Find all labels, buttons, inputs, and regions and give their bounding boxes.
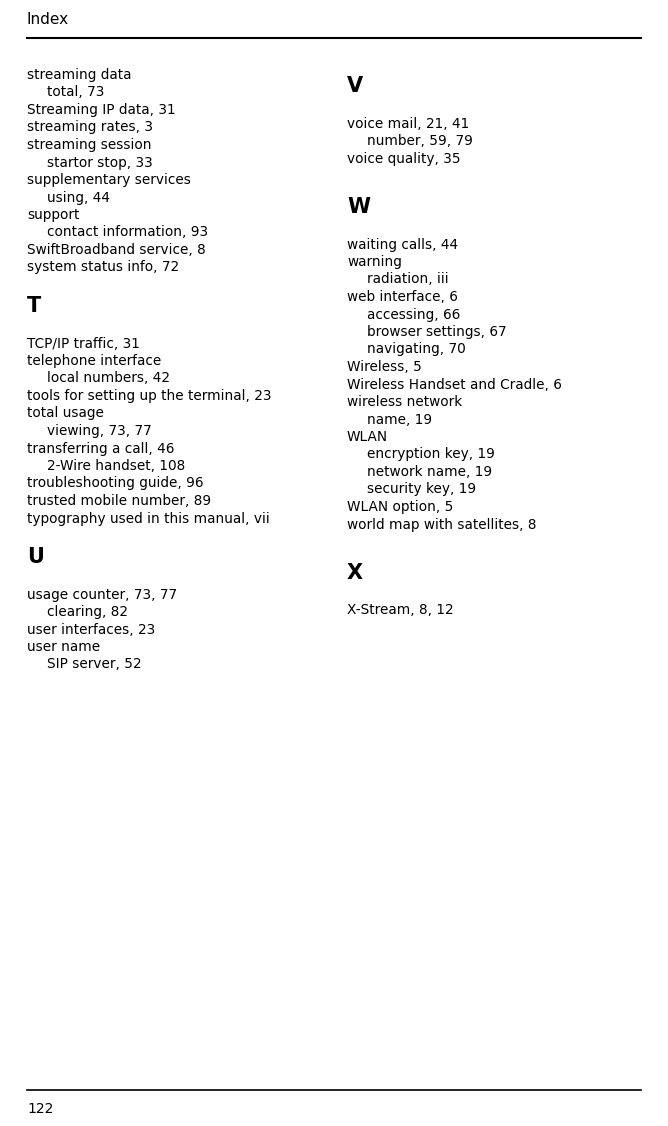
Text: WLAN: WLAN — [347, 430, 388, 444]
Text: streaming rates, 3: streaming rates, 3 — [27, 120, 153, 134]
Text: usage counter, 73, 77: usage counter, 73, 77 — [27, 588, 177, 601]
Text: streaming data: streaming data — [27, 68, 132, 82]
Text: radiation, iii: radiation, iii — [367, 272, 449, 286]
Text: tools for setting up the terminal, 23: tools for setting up the terminal, 23 — [27, 388, 271, 403]
Text: encryption key, 19: encryption key, 19 — [367, 447, 495, 462]
Text: clearing, 82: clearing, 82 — [47, 605, 128, 619]
Text: SwiftBroadband service, 8: SwiftBroadband service, 8 — [27, 243, 206, 257]
Text: TCP/IP traffic, 31: TCP/IP traffic, 31 — [27, 337, 140, 350]
Text: local numbers, 42: local numbers, 42 — [47, 372, 170, 385]
Text: system status info, 72: system status info, 72 — [27, 260, 179, 275]
Text: 122: 122 — [27, 1102, 53, 1116]
Text: web interface, 6: web interface, 6 — [347, 291, 458, 304]
Text: name, 19: name, 19 — [367, 412, 432, 427]
Text: total usage: total usage — [27, 406, 104, 420]
Text: voice mail, 21, 41: voice mail, 21, 41 — [347, 116, 469, 131]
Text: supplementary services: supplementary services — [27, 173, 191, 187]
Text: total, 73: total, 73 — [47, 86, 104, 99]
Text: viewing, 73, 77: viewing, 73, 77 — [47, 425, 152, 438]
Text: Index: Index — [27, 12, 69, 27]
Text: support: support — [27, 208, 79, 222]
Text: voice quality, 35: voice quality, 35 — [347, 152, 461, 166]
Text: transferring a call, 46: transferring a call, 46 — [27, 441, 174, 456]
Text: accessing, 66: accessing, 66 — [367, 307, 460, 322]
Text: trusted mobile number, 89: trusted mobile number, 89 — [27, 494, 211, 508]
Text: X: X — [347, 563, 363, 583]
Text: SIP server, 52: SIP server, 52 — [47, 658, 142, 671]
Text: Wireless Handset and Cradle, 6: Wireless Handset and Cradle, 6 — [347, 377, 562, 392]
Text: W: W — [347, 197, 370, 217]
Text: U: U — [27, 547, 44, 568]
Text: Wireless, 5: Wireless, 5 — [347, 360, 422, 374]
Text: network name, 19: network name, 19 — [367, 465, 492, 479]
Text: using, 44: using, 44 — [47, 190, 110, 205]
Text: navigating, 70: navigating, 70 — [367, 342, 466, 357]
Text: user name: user name — [27, 640, 100, 654]
Text: user interfaces, 23: user interfaces, 23 — [27, 623, 155, 636]
Text: 2-Wire handset, 108: 2-Wire handset, 108 — [47, 459, 185, 473]
Text: telephone interface: telephone interface — [27, 354, 161, 368]
Text: troubleshooting guide, 96: troubleshooting guide, 96 — [27, 476, 204, 491]
Text: T: T — [27, 296, 41, 316]
Text: startor stop, 33: startor stop, 33 — [47, 155, 153, 170]
Text: V: V — [347, 75, 363, 96]
Text: number, 59, 79: number, 59, 79 — [367, 134, 473, 148]
Text: warning: warning — [347, 254, 402, 269]
Text: browser settings, 67: browser settings, 67 — [367, 325, 506, 339]
Text: waiting calls, 44: waiting calls, 44 — [347, 238, 458, 251]
Text: streaming session: streaming session — [27, 138, 152, 152]
Text: contact information, 93: contact information, 93 — [47, 225, 208, 240]
Text: wireless network: wireless network — [347, 395, 462, 409]
Text: world map with satellites, 8: world map with satellites, 8 — [347, 518, 536, 531]
Text: WLAN option, 5: WLAN option, 5 — [347, 500, 454, 513]
Text: X-Stream, 8, 12: X-Stream, 8, 12 — [347, 604, 454, 617]
Text: security key, 19: security key, 19 — [367, 483, 476, 497]
Text: typography used in this manual, vii: typography used in this manual, vii — [27, 511, 270, 526]
Text: Streaming IP data, 31: Streaming IP data, 31 — [27, 102, 176, 117]
